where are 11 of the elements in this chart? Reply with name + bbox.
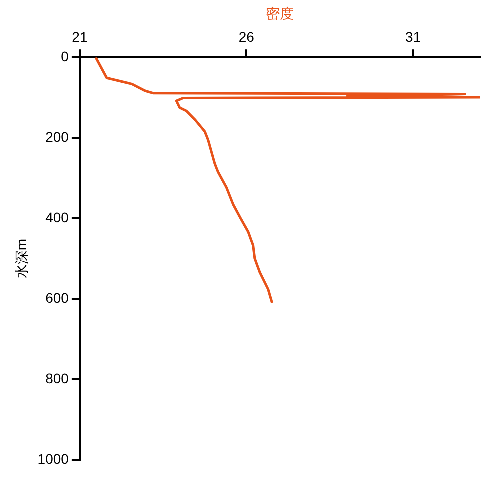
y-tick-label: 800: [46, 370, 70, 386]
x-tick-label: 21: [72, 29, 88, 46]
x-tick-label: 26: [238, 29, 255, 46]
y-tick-label: 600: [46, 290, 70, 306]
x-axis-title: 密度: [266, 5, 294, 22]
y-tick-label: 1000: [38, 450, 70, 467]
y-axis-title: 水深m: [13, 238, 30, 279]
y-tick-label: 400: [46, 209, 70, 226]
y-tick-label: 200: [46, 128, 70, 145]
x-tick-label: 31: [406, 29, 422, 46]
y-tick-label: 0: [61, 48, 70, 64]
